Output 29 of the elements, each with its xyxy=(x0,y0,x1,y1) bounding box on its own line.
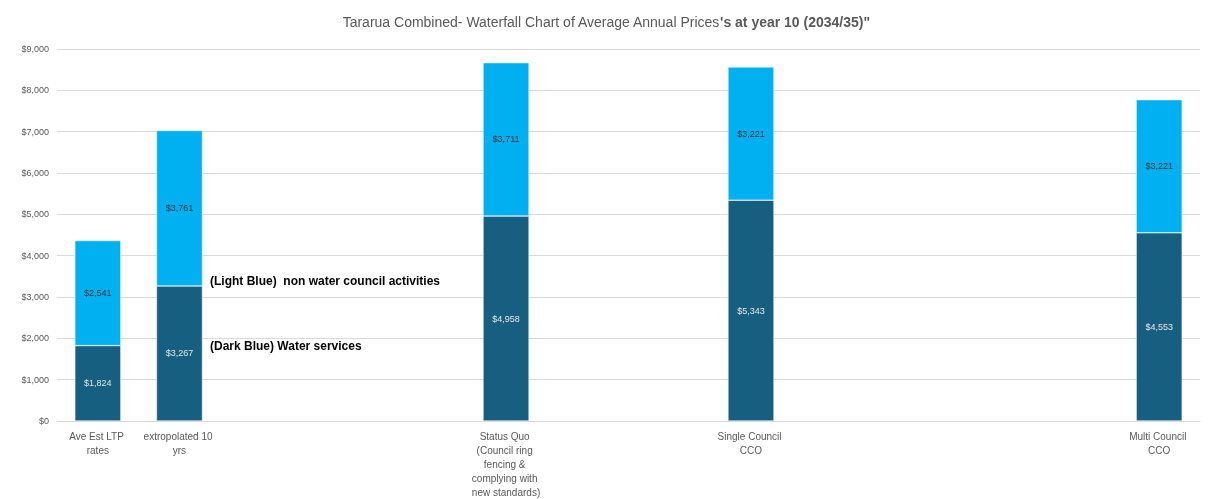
annotation: (Dark Blue) Water services xyxy=(210,339,362,353)
annotation: (Light Blue) non water council activities xyxy=(210,274,441,288)
data-label: $3,221 xyxy=(1145,161,1173,172)
chart-subtitle: 's at year 10 (2034/35)" xyxy=(720,14,871,30)
y-tick-label: $9,000 xyxy=(21,44,49,54)
data-label: $4,553 xyxy=(1145,321,1173,332)
y-tick-label: $0 xyxy=(38,416,49,426)
x-tick-label: Single Council CCO xyxy=(717,430,785,456)
data-label: $1,824 xyxy=(84,378,112,389)
data-label: $3,221 xyxy=(737,128,765,139)
y-tick-label: $7,000 xyxy=(21,126,49,137)
data-label: $5,343 xyxy=(737,305,765,316)
data-label: $3,267 xyxy=(165,348,194,359)
x-tick-label: Multi Council CCO xyxy=(1129,430,1190,456)
data-label: $3,761 xyxy=(165,203,194,214)
data-label: $4,958 xyxy=(492,313,520,324)
chart-title: Tararua Combined- Waterfall Chart of Average Annual Prices xyxy=(342,14,720,30)
y-tick-label: $6,000 xyxy=(21,168,49,178)
y-tick-label: $5,000 xyxy=(21,209,49,220)
y-tick-label: $4,000 xyxy=(21,250,49,261)
y-tick-label: $8,000 xyxy=(21,85,49,96)
x-tick-label: Ave Est LTP rates xyxy=(69,430,127,456)
data-label: $3,711 xyxy=(492,134,520,145)
y-tick-label: $3,000 xyxy=(21,292,49,302)
data-label: $2,541 xyxy=(84,288,112,299)
y-tick-label: $2,000 xyxy=(21,333,49,344)
x-tick-label: Status Quo (Council ring fencing & complying with new standards) xyxy=(471,430,541,498)
x-tick-label: extropolated 10 yrs xyxy=(143,430,216,456)
y-tick-label: $1,000 xyxy=(21,374,49,385)
